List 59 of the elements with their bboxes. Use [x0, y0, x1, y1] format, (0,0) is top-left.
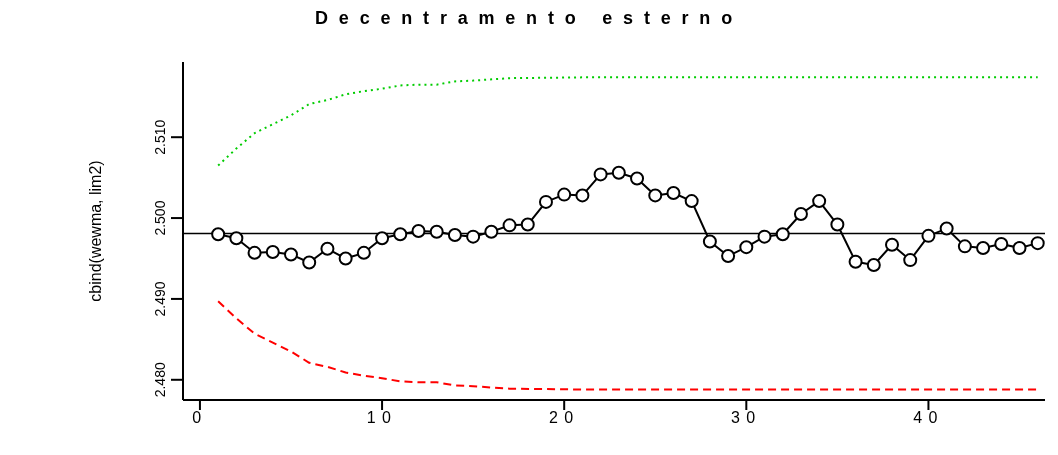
point [757, 229, 772, 244]
point [575, 188, 590, 203]
point [356, 245, 371, 260]
point [611, 165, 626, 180]
point [484, 224, 499, 239]
point [502, 218, 517, 233]
point [284, 247, 298, 262]
point [648, 188, 663, 203]
point [721, 249, 736, 264]
point [684, 194, 699, 209]
point [520, 217, 535, 232]
point [211, 227, 226, 242]
point [775, 227, 790, 242]
point [538, 194, 553, 209]
point [247, 245, 262, 260]
point [830, 217, 845, 232]
point [630, 171, 645, 186]
point [265, 245, 280, 260]
point [921, 228, 936, 243]
point [593, 167, 608, 182]
point [429, 224, 444, 239]
y-tick-label: 2.510 [152, 119, 168, 155]
point [812, 194, 827, 209]
point [976, 240, 991, 255]
chart-title: Decentramento esterno [314, 8, 744, 29]
point [393, 227, 408, 242]
point [885, 237, 900, 252]
point [466, 229, 481, 244]
y-tick-label: 2.490 [152, 281, 168, 317]
y-axis-title: cbind(wewma, lim2) [86, 160, 104, 302]
point [793, 207, 808, 222]
point [447, 228, 462, 243]
x-tick-label: 0 [192, 409, 208, 427]
point [848, 254, 863, 269]
point [411, 224, 426, 238]
point [338, 251, 353, 266]
point [557, 187, 572, 202]
point [302, 255, 317, 270]
point [739, 240, 754, 255]
point [229, 231, 244, 246]
point [994, 236, 1009, 251]
x-tick-label: 40 [913, 409, 944, 427]
point [1030, 236, 1045, 251]
line-series [217, 76, 1039, 167]
x-tick-label: 30 [731, 409, 762, 427]
point [957, 239, 972, 254]
point [903, 253, 918, 268]
point [702, 234, 717, 249]
y-tick-label: 2.500 [152, 200, 168, 236]
x-tick-label: 10 [366, 409, 398, 427]
point [939, 221, 954, 236]
point [320, 241, 335, 256]
line-series [217, 300, 1039, 391]
x-tick-label: 20 [548, 409, 580, 427]
point [866, 257, 881, 272]
point [1012, 240, 1027, 255]
point [666, 186, 681, 200]
point [375, 231, 390, 246]
y-tick-label: 2.480 [152, 362, 168, 398]
